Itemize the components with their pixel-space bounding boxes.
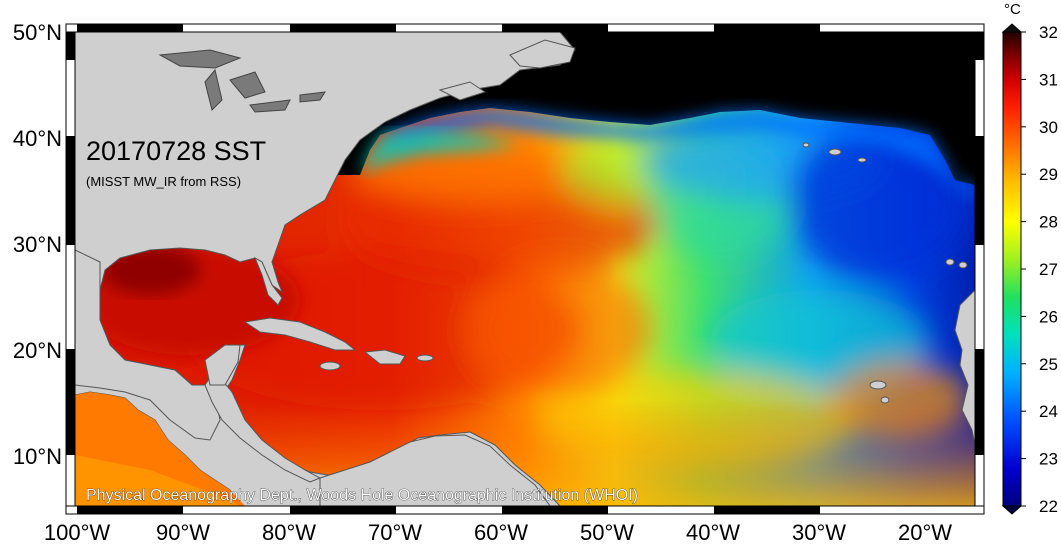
colorbar-tick-label: 31 [1039,70,1058,89]
colorbar-tick-label: 30 [1039,118,1058,137]
longitude-labels: 100°W 90°W 80°W 70°W 60°W 50°W 40°W 30°W 20°W [44,520,952,545]
colorbar-ticks: 32 31 30 29 28 27 26 25 24 23 22 [1021,23,1058,516]
land-africa [954,289,975,446]
colorbar-tick-label: 22 [1039,497,1058,516]
colorbar-tick-label: 24 [1039,402,1058,421]
credit-text: Physical Oceanography Dept., Woods Hole … [86,487,638,504]
latitude-label: 20°N [13,338,62,363]
latitude-label: 40°N [13,126,62,151]
longitude-label: 30°W [792,520,846,545]
longitude-label: 80°W [262,520,316,545]
longitude-label: 20°W [898,520,952,545]
map-title: 20170728 SST [86,136,266,166]
map-area [75,32,975,506]
frame-bottom-bar [65,505,985,515]
colorbar-tick-label: 23 [1039,450,1058,469]
frame-right-bar [974,31,985,507]
map-frame [65,23,985,515]
latitude-label: 10°N [13,444,62,469]
latitude-label: 50°N [13,20,62,45]
longitude-label: 70°W [368,520,422,545]
frame-left-bar [65,31,76,507]
colorbar-tick-label: 27 [1039,260,1058,279]
land-central-america [204,369,322,483]
colorbar-tick-label: 26 [1039,307,1058,326]
colorbar-tick-label: 32 [1039,23,1058,42]
land-cuba [243,317,357,351]
colorbar-tick-label: 28 [1039,213,1058,232]
colorbar-tick-label: 29 [1039,165,1058,184]
colorbar-bottom-arrow [1001,505,1023,515]
map-subtitle: (MISST MW_IR from RSS) [86,174,241,189]
colorbar-unit: °C [1004,1,1021,18]
longitude-label: 50°W [580,520,634,545]
colorbar-tick-label: 25 [1039,355,1058,374]
latitude-label: 30°N [13,232,62,257]
colorbar-top-arrow [1001,23,1023,33]
longitude-label: 100°W [44,520,111,545]
latitude-labels: 50°N 40°N 30°N 20°N 10°N [13,20,62,469]
longitude-label: 60°W [474,520,528,545]
land-florida [253,256,283,306]
frame-top-bar [65,23,985,33]
longitude-label: 40°W [686,520,740,545]
land-hispaniola [363,349,406,365]
great-lakes [158,49,326,113]
longitude-label: 90°W [156,520,210,545]
land-south-america [319,434,551,506]
colorbar: °C 32 31 30 29 28 27 26 25 24 23 22 [1001,1,1058,516]
colorbar-gradient [1002,31,1022,507]
